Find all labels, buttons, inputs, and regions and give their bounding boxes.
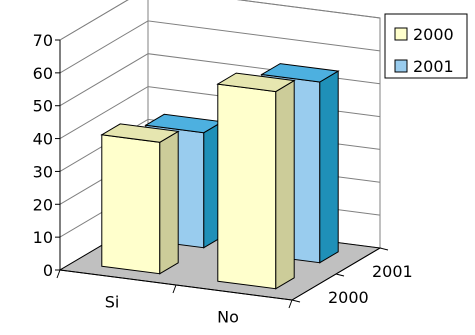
bar-side-face [275, 79, 295, 290]
legend-label: 2000 [413, 25, 454, 44]
legend-label: 2001 [413, 57, 454, 76]
y-tick-label: 40 [33, 130, 53, 149]
depth-tick [291, 299, 301, 303]
y-tick-label: 60 [33, 64, 53, 83]
depth-tick-label: 2001 [372, 262, 413, 281]
bar-top-face [260, 63, 340, 83]
bar-side-face [319, 70, 339, 264]
legend-swatch [394, 59, 408, 73]
bar-top-face [100, 123, 180, 143]
x-axis-tick-labels: Si No [105, 293, 239, 327]
y-tick-label: 0 [43, 261, 53, 280]
y-tick-label: 10 [33, 228, 53, 247]
depth-tick [379, 247, 389, 251]
chart-axes [55, 39, 389, 309]
x-tick-label: No [217, 308, 239, 327]
bar-front-face [217, 83, 277, 290]
chart-bars [100, 63, 340, 290]
gridline [59, 0, 381, 41]
x-tick [172, 284, 177, 294]
x-tick [288, 299, 293, 309]
bar-front-face [101, 134, 161, 275]
y-tick-label: 20 [33, 195, 53, 214]
legend-swatch [394, 27, 408, 41]
bar-2000-No [216, 72, 296, 290]
chart-legend: 2000 2001 [384, 13, 468, 79]
depth-tick [335, 273, 345, 277]
y-tick-label: 70 [33, 31, 53, 50]
x-tick [56, 269, 61, 279]
bar-top-face [216, 72, 296, 93]
gridline [59, 20, 381, 74]
bar-side-face [159, 130, 179, 275]
y-tick-label: 50 [33, 97, 53, 116]
x-tick-label: Si [105, 293, 120, 312]
y-axis-tick-labels: 0 10 20 30 40 50 60 70 [33, 31, 53, 280]
bar-2000-Si [100, 123, 180, 275]
y-tick-label: 30 [33, 162, 53, 181]
depth-tick-label: 2000 [328, 288, 369, 307]
